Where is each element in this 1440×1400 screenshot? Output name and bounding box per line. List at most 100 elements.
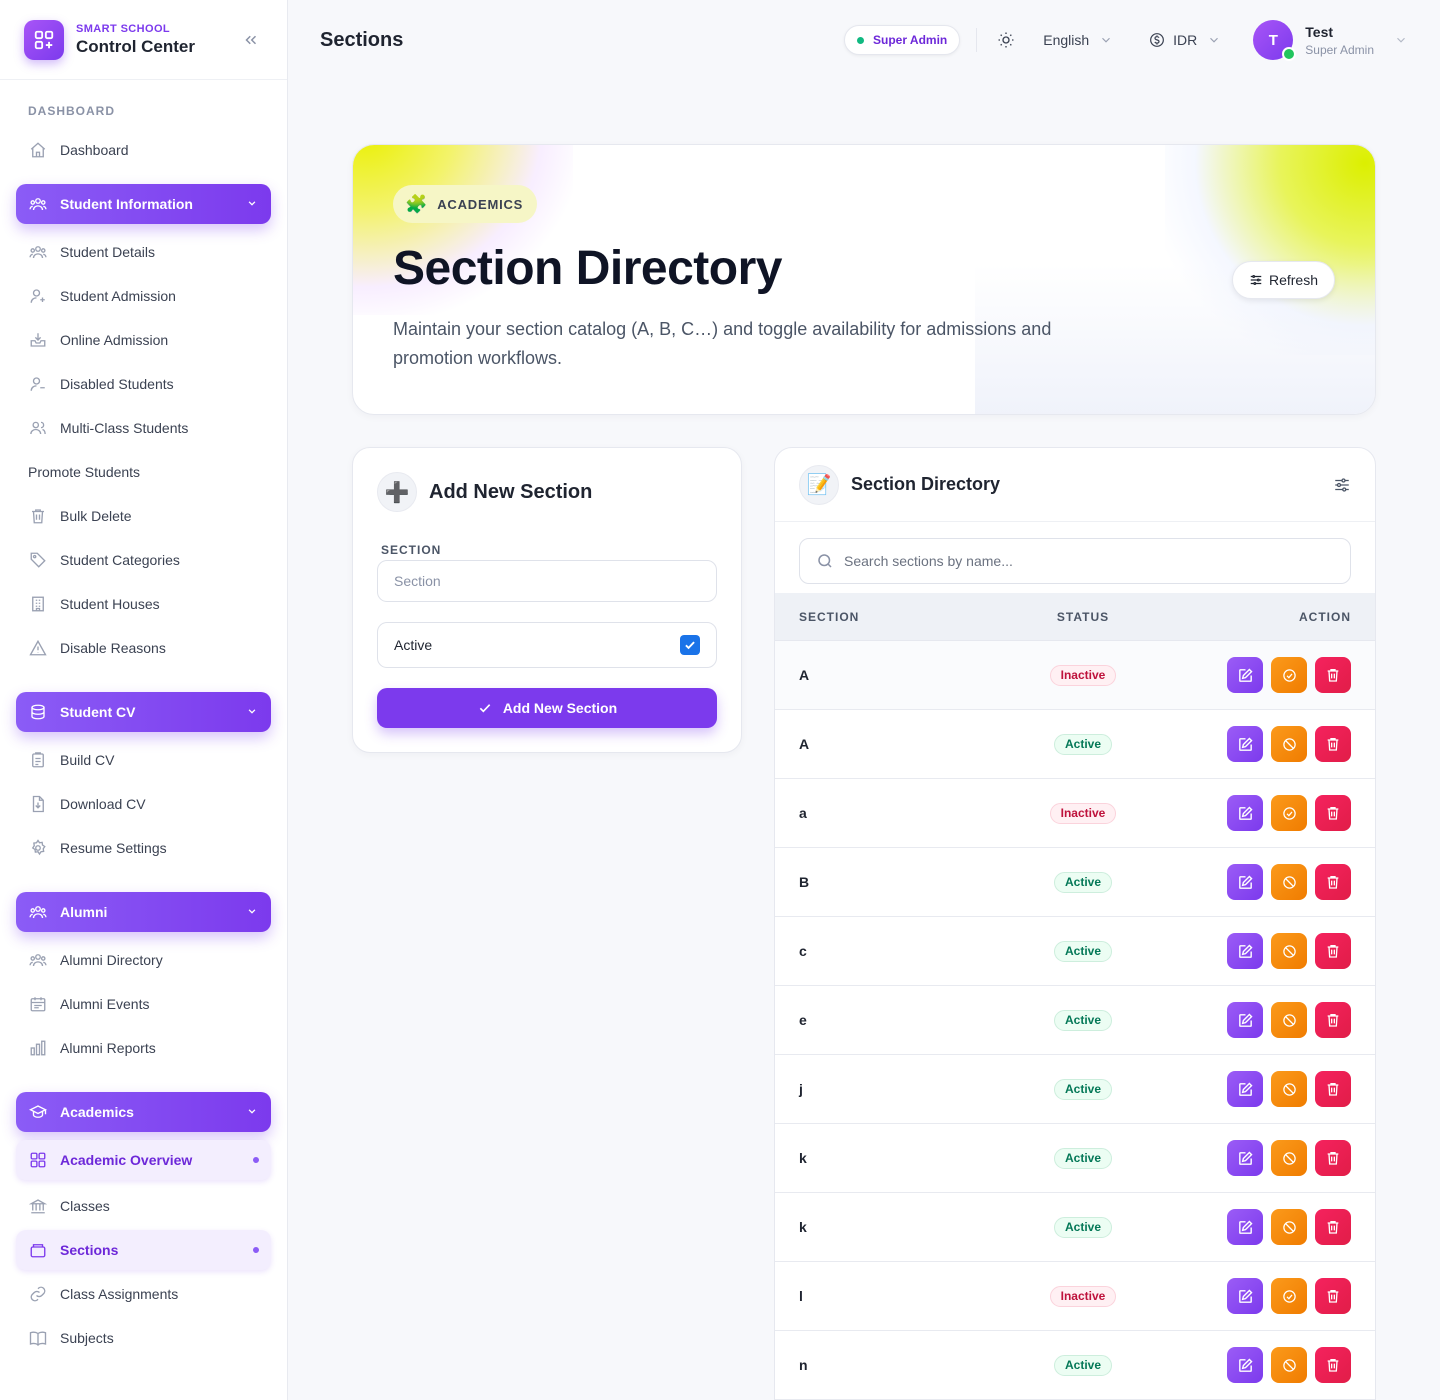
sidebar-item-classes[interactable]: Classes [0, 1184, 287, 1228]
status-badge: Inactive [1049, 664, 1117, 686]
currency-select[interactable]: IDR [1149, 32, 1221, 48]
sidebar-item-resume-settings[interactable]: Resume Settings [0, 826, 287, 870]
sidebar-item-class-assignments[interactable]: Class Assignments [0, 1272, 287, 1316]
edit-button[interactable] [1227, 1002, 1263, 1038]
sidebar-item-bulk-delete[interactable]: Bulk Delete [0, 494, 287, 538]
theme-toggle-button[interactable] [997, 31, 1015, 49]
user-menu[interactable]: T Test Super Admin [1253, 20, 1408, 61]
sidebar-item-disabled-students[interactable]: Disabled Students [0, 362, 287, 406]
status-badge: Active [1053, 1009, 1113, 1031]
section-name: B [799, 874, 810, 890]
deactivate-button[interactable] [1271, 1140, 1307, 1176]
sidebar-item-label: Multi-Class Students [60, 420, 189, 436]
delete-button[interactable] [1315, 726, 1351, 762]
sidebar-item-subjects[interactable]: Subjects [0, 1316, 287, 1360]
sidebar-item-student-details[interactable]: Student Details [0, 230, 287, 274]
sidebar-item-student-admission[interactable]: Student Admission [0, 274, 287, 318]
active-checkbox[interactable] [680, 635, 700, 655]
table-row: n Active [775, 1331, 1375, 1400]
edit-icon [1237, 1288, 1254, 1305]
sidebar-item-academic-overview[interactable]: Academic Overview [16, 1140, 271, 1180]
sidebar-item-label: Sections [60, 1242, 119, 1258]
section-name: l [799, 1288, 803, 1304]
ban-icon [1282, 944, 1297, 959]
deactivate-button[interactable] [1271, 1347, 1307, 1383]
active-toggle-row: Active [377, 622, 717, 668]
edit-button[interactable] [1227, 726, 1263, 762]
directory-title: Section Directory [851, 474, 1001, 494]
sidebar-item-student-categories[interactable]: Student Categories [0, 538, 287, 582]
table-row: A Inactive [775, 641, 1375, 710]
edit-button[interactable] [1227, 1209, 1263, 1245]
sidebar-item-promote-students[interactable]: Promote Students [0, 450, 287, 494]
language-select[interactable]: English [1043, 32, 1113, 48]
edit-button[interactable] [1227, 1140, 1263, 1176]
column-header-action: ACTION [1299, 609, 1351, 624]
users-icon [28, 950, 48, 970]
add-new-section-button[interactable]: Add New Section [377, 688, 717, 728]
sidebar-item-label: Disabled Students [60, 376, 174, 392]
edit-button[interactable] [1227, 1071, 1263, 1107]
sidebar-group-student-cv[interactable]: Student CV [16, 692, 271, 732]
home-icon [28, 140, 48, 160]
sidebar-item-download-cv[interactable]: Download CV [0, 782, 287, 826]
sidebar-item-dashboard[interactable]: Dashboard [0, 128, 287, 172]
delete-button[interactable] [1315, 1002, 1351, 1038]
edit-button[interactable] [1227, 795, 1263, 831]
hero-description: Maintain your section catalog (A, B, C…)… [393, 319, 1052, 368]
ban-icon [1282, 1151, 1297, 1166]
sidebar-item-alumni-directory[interactable]: Alumni Directory [0, 938, 287, 982]
edit-button[interactable] [1227, 657, 1263, 693]
collapse-sidebar-icon[interactable] [239, 28, 263, 52]
deactivate-button[interactable] [1271, 933, 1307, 969]
delete-button[interactable] [1315, 1071, 1351, 1107]
sidebar-group-alumni[interactable]: Alumni [16, 892, 271, 932]
delete-button[interactable] [1315, 933, 1351, 969]
delete-button[interactable] [1315, 1209, 1351, 1245]
sidebar-item-multi-class-students[interactable]: Multi-Class Students [0, 406, 287, 450]
sidebar-item-alumni-reports[interactable]: Alumni Reports [0, 1026, 287, 1070]
trash-icon [1325, 1081, 1341, 1097]
decorative-glow [353, 145, 573, 315]
deactivate-button[interactable] [1271, 1209, 1307, 1245]
sidebar-item-student-houses[interactable]: Student Houses [0, 582, 287, 626]
delete-button[interactable] [1315, 864, 1351, 900]
sidebar-item-alumni-events[interactable]: Alumni Events [0, 982, 287, 1026]
chevron-down-icon [1207, 33, 1221, 47]
delete-button[interactable] [1315, 657, 1351, 693]
sidebar-item-online-admission[interactable]: Online Admission [0, 318, 287, 362]
activate-button[interactable] [1271, 1278, 1307, 1314]
edit-button[interactable] [1227, 864, 1263, 900]
delete-button[interactable] [1315, 1278, 1351, 1314]
refresh-button[interactable]: Refresh [1231, 261, 1335, 299]
deactivate-button[interactable] [1271, 864, 1307, 900]
deactivate-button[interactable] [1271, 1002, 1307, 1038]
delete-button[interactable] [1315, 1347, 1351, 1383]
edit-button[interactable] [1227, 1347, 1263, 1383]
section-name: c [799, 943, 807, 959]
delete-button[interactable] [1315, 1140, 1351, 1176]
deactivate-button[interactable] [1271, 1071, 1307, 1107]
sidebar-group-student-information[interactable]: Student Information [16, 184, 271, 224]
sidebar-item-disable-reasons[interactable]: Disable Reasons [0, 626, 287, 670]
active-label: Active [394, 637, 433, 653]
section-input[interactable] [377, 560, 717, 602]
avatar: T [1253, 20, 1297, 61]
sidebar-item-sections[interactable]: Sections [16, 1230, 271, 1270]
deactivate-button[interactable] [1271, 726, 1307, 762]
sidebar-item-label: Alumni Directory [60, 952, 163, 968]
filter-sliders-icon[interactable] [1333, 476, 1351, 494]
delete-button[interactable] [1315, 795, 1351, 831]
search-input[interactable]: Search sections by name... [799, 538, 1351, 584]
edit-button[interactable] [1227, 933, 1263, 969]
avatar-initial: T [1268, 31, 1278, 49]
activate-button[interactable] [1271, 657, 1307, 693]
edit-button[interactable] [1227, 1278, 1263, 1314]
edit-icon [1237, 1012, 1254, 1029]
add-new-section-button-label: Add New Section [502, 700, 618, 716]
sidebar-item-label: Classes [60, 1198, 110, 1214]
activate-button[interactable] [1271, 795, 1307, 831]
sidebar-group-academics[interactable]: Academics [16, 1092, 271, 1132]
sidebar-item-build-cv[interactable]: Build CV [0, 738, 287, 782]
check-icon [477, 700, 503, 716]
